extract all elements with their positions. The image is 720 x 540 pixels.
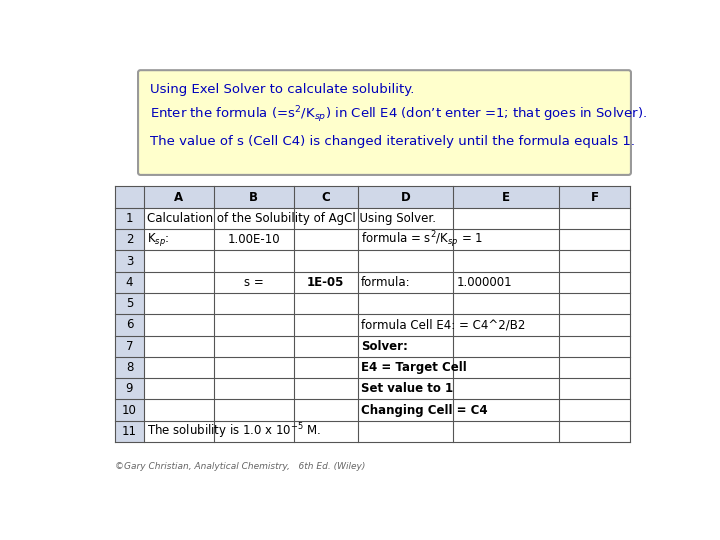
Bar	[114, 186, 630, 442]
Text: C: C	[321, 191, 330, 204]
Bar	[114, 229, 144, 251]
Text: The solubility is 1.0 x 10$^{-5}$ M.: The solubility is 1.0 x 10$^{-5}$ M.	[148, 422, 322, 441]
Text: 4: 4	[126, 276, 133, 289]
Text: s =: s =	[244, 276, 264, 289]
Text: E4 = Target Cell: E4 = Target Cell	[361, 361, 467, 374]
Bar	[114, 335, 144, 357]
Bar	[114, 314, 144, 335]
Bar	[114, 357, 144, 378]
Text: Set value to 1: Set value to 1	[361, 382, 454, 395]
Text: 5: 5	[126, 297, 133, 310]
Text: formula Cell E4: = C4^2/B2: formula Cell E4: = C4^2/B2	[361, 319, 526, 332]
Text: 9: 9	[126, 382, 133, 395]
Text: B: B	[249, 191, 258, 204]
Text: 1.000001: 1.000001	[456, 276, 512, 289]
Text: 7: 7	[126, 340, 133, 353]
Text: Using Exel Solver to calculate solubility.: Using Exel Solver to calculate solubilit…	[150, 83, 414, 96]
Bar	[114, 208, 144, 229]
Text: 1E-05: 1E-05	[307, 276, 345, 289]
Bar	[114, 293, 144, 314]
Text: 8: 8	[126, 361, 133, 374]
Text: K$_{sp}$:: K$_{sp}$:	[148, 231, 170, 248]
Text: 2: 2	[126, 233, 133, 246]
Text: D: D	[401, 191, 410, 204]
Text: The value of s (Cell C4) is changed iteratively until the formula equals 1.: The value of s (Cell C4) is changed iter…	[150, 136, 634, 148]
FancyBboxPatch shape	[138, 70, 631, 175]
Text: 3: 3	[126, 254, 133, 267]
Text: Solver:: Solver:	[361, 340, 408, 353]
Text: formula = s$^2$/K$_{sp}$ = 1: formula = s$^2$/K$_{sp}$ = 1	[361, 230, 483, 250]
Text: A: A	[174, 191, 184, 204]
Text: formula:: formula:	[361, 276, 411, 289]
Bar	[114, 421, 144, 442]
Text: ©Gary Christian, Analytical Chemistry,   6th Ed. (Wiley): ©Gary Christian, Analytical Chemistry, 6…	[114, 462, 365, 471]
Text: F: F	[590, 191, 598, 204]
Bar	[114, 378, 144, 400]
Bar	[114, 272, 144, 293]
Bar	[114, 186, 630, 208]
Text: 10: 10	[122, 403, 137, 417]
Text: 11: 11	[122, 425, 137, 438]
Text: 1.00E-10: 1.00E-10	[228, 233, 280, 246]
Text: Enter the formula (=s$^2$/K$_{sp}$) in Cell E4 (don’t enter =1; that goes in Sol: Enter the formula (=s$^2$/K$_{sp}$) in C…	[150, 105, 647, 125]
Text: 1: 1	[126, 212, 133, 225]
Text: 6: 6	[126, 319, 133, 332]
Text: E: E	[503, 191, 510, 204]
Bar	[114, 251, 144, 272]
Bar	[114, 400, 144, 421]
Text: Changing Cell = C4: Changing Cell = C4	[361, 403, 487, 417]
Text: Calculation of the Solubility of AgCl Using Solver.: Calculation of the Solubility of AgCl Us…	[148, 212, 436, 225]
